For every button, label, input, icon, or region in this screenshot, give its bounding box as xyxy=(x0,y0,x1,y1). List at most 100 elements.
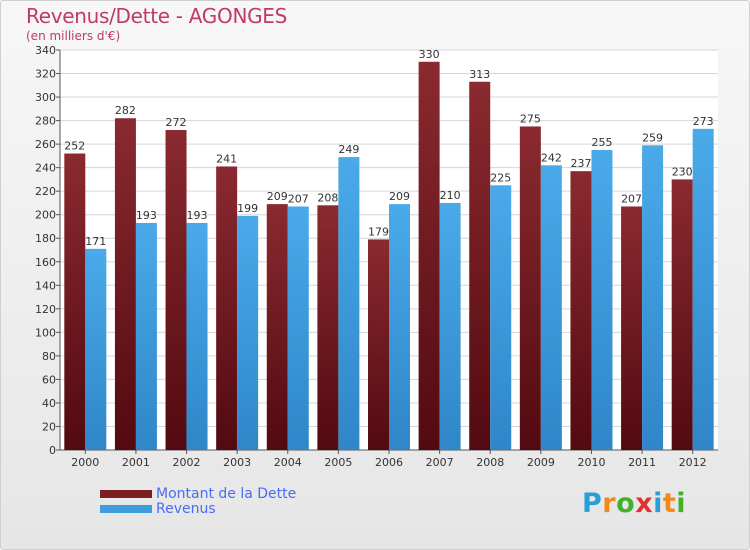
y-tick-label: 0 xyxy=(49,444,56,457)
legend-swatch-dette xyxy=(100,490,152,498)
data-label-revenus: 199 xyxy=(237,202,258,215)
data-label-dette: 230 xyxy=(672,165,693,178)
bar-revenus xyxy=(237,215,259,450)
x-tick-label: 2004 xyxy=(274,456,302,469)
chart-title: Revenus/Dette - AGONGES xyxy=(26,4,288,28)
data-label-revenus: 207 xyxy=(288,192,309,205)
bar-revenus xyxy=(591,150,613,450)
legend: Montant de la Dette Revenus xyxy=(100,487,296,517)
bar-revenus xyxy=(490,185,512,450)
logo-letter: t xyxy=(662,488,677,519)
x-tick-label: 2008 xyxy=(476,456,504,469)
y-tick-label: 120 xyxy=(35,303,56,316)
y-tick-label: 280 xyxy=(35,115,56,128)
x-tick-label: 2003 xyxy=(223,456,251,469)
y-tick-label: 80 xyxy=(42,350,56,363)
bar-dette xyxy=(418,61,440,450)
x-tick-label: 2000 xyxy=(71,456,99,469)
x-tick-label: 2007 xyxy=(426,456,454,469)
data-label-dette: 209 xyxy=(267,190,288,203)
bar-revenus xyxy=(135,222,157,450)
y-tick-label: 180 xyxy=(35,232,56,245)
data-label-dette: 207 xyxy=(621,192,642,205)
data-label-dette: 252 xyxy=(64,140,85,153)
bar-dette xyxy=(266,204,288,450)
bar-dette xyxy=(621,206,643,450)
legend-item-dette: Montant de la Dette xyxy=(100,487,296,502)
data-label-revenus: 209 xyxy=(389,190,410,203)
y-tick-label: 220 xyxy=(35,185,56,198)
bar-dette xyxy=(317,205,339,450)
bar-revenus xyxy=(692,128,714,450)
y-tick-label: 300 xyxy=(35,91,56,104)
bar-dette xyxy=(570,171,592,451)
data-label-dette: 237 xyxy=(570,157,591,170)
y-tick-label: 40 xyxy=(42,397,56,410)
bar-dette xyxy=(368,239,389,450)
y-tick-label: 60 xyxy=(42,373,56,386)
bar-dette xyxy=(519,126,541,451)
x-tick-label: 2010 xyxy=(577,456,605,469)
y-tick-label: 320 xyxy=(35,68,56,81)
legend-label-revenus: Revenus xyxy=(156,501,216,517)
data-label-dette: 179 xyxy=(368,225,389,238)
data-label-revenus: 210 xyxy=(440,189,461,202)
bar-dette xyxy=(64,153,86,450)
bar-revenus xyxy=(439,202,461,450)
data-label-dette: 208 xyxy=(317,191,338,204)
data-label-dette: 282 xyxy=(115,104,136,117)
bar-revenus xyxy=(186,222,208,450)
x-tick-label: 2006 xyxy=(375,456,403,469)
legend-item-revenus: Revenus xyxy=(100,502,296,517)
data-label-dette: 241 xyxy=(216,152,237,165)
y-tick-label: 140 xyxy=(35,279,56,292)
data-label-dette: 330 xyxy=(419,48,440,61)
data-label-revenus: 273 xyxy=(693,115,714,128)
legend-label-dette: Montant de la Dette xyxy=(156,486,297,502)
logo-letter: P xyxy=(582,488,603,519)
bar-revenus xyxy=(540,165,562,450)
x-tick-label: 2005 xyxy=(324,456,352,469)
data-label-revenus: 242 xyxy=(541,151,562,164)
bar-dette xyxy=(216,166,238,450)
logo-letter: i xyxy=(676,488,687,519)
bar-dette xyxy=(671,179,693,451)
bar-dette xyxy=(165,130,187,450)
logo-letter: o xyxy=(616,488,636,519)
bar-revenus xyxy=(389,204,410,450)
y-tick-label: 100 xyxy=(35,326,56,339)
logo-letter: r xyxy=(602,488,617,519)
y-tick-label: 340 xyxy=(35,44,56,57)
bar-revenus xyxy=(287,206,309,450)
proxiti-logo: Proxiti xyxy=(582,488,686,519)
data-label-dette: 272 xyxy=(166,116,187,129)
bar-revenus xyxy=(642,145,664,450)
data-label-revenus: 249 xyxy=(338,143,359,156)
data-label-dette: 275 xyxy=(520,112,541,125)
bar-dette xyxy=(469,81,491,450)
x-tick-label: 2011 xyxy=(628,456,656,469)
y-tick-label: 20 xyxy=(42,420,56,433)
bar-revenus xyxy=(85,248,107,450)
data-label-revenus: 193 xyxy=(187,209,208,222)
y-tick-label: 240 xyxy=(35,162,56,175)
y-tick-label: 260 xyxy=(35,138,56,151)
logo-letter: x xyxy=(635,488,654,519)
data-label-revenus: 255 xyxy=(591,136,612,149)
logo-letter: i xyxy=(653,488,663,519)
data-label-revenus: 259 xyxy=(642,131,663,144)
bar-dette xyxy=(114,118,136,450)
legend-swatch-revenus xyxy=(100,505,152,513)
y-tick-label: 160 xyxy=(35,256,56,269)
data-label-revenus: 171 xyxy=(85,235,106,248)
y-tick-label: 200 xyxy=(35,209,56,222)
data-label-dette: 313 xyxy=(469,68,490,81)
bar-revenus xyxy=(338,157,360,450)
chart-subtitle: (en milliers d'€) xyxy=(26,29,121,43)
x-tick-label: 2001 xyxy=(122,456,150,469)
x-tick-label: 2012 xyxy=(679,456,707,469)
x-tick-label: 2009 xyxy=(527,456,555,469)
x-tick-label: 2002 xyxy=(173,456,201,469)
data-label-revenus: 225 xyxy=(490,171,511,184)
